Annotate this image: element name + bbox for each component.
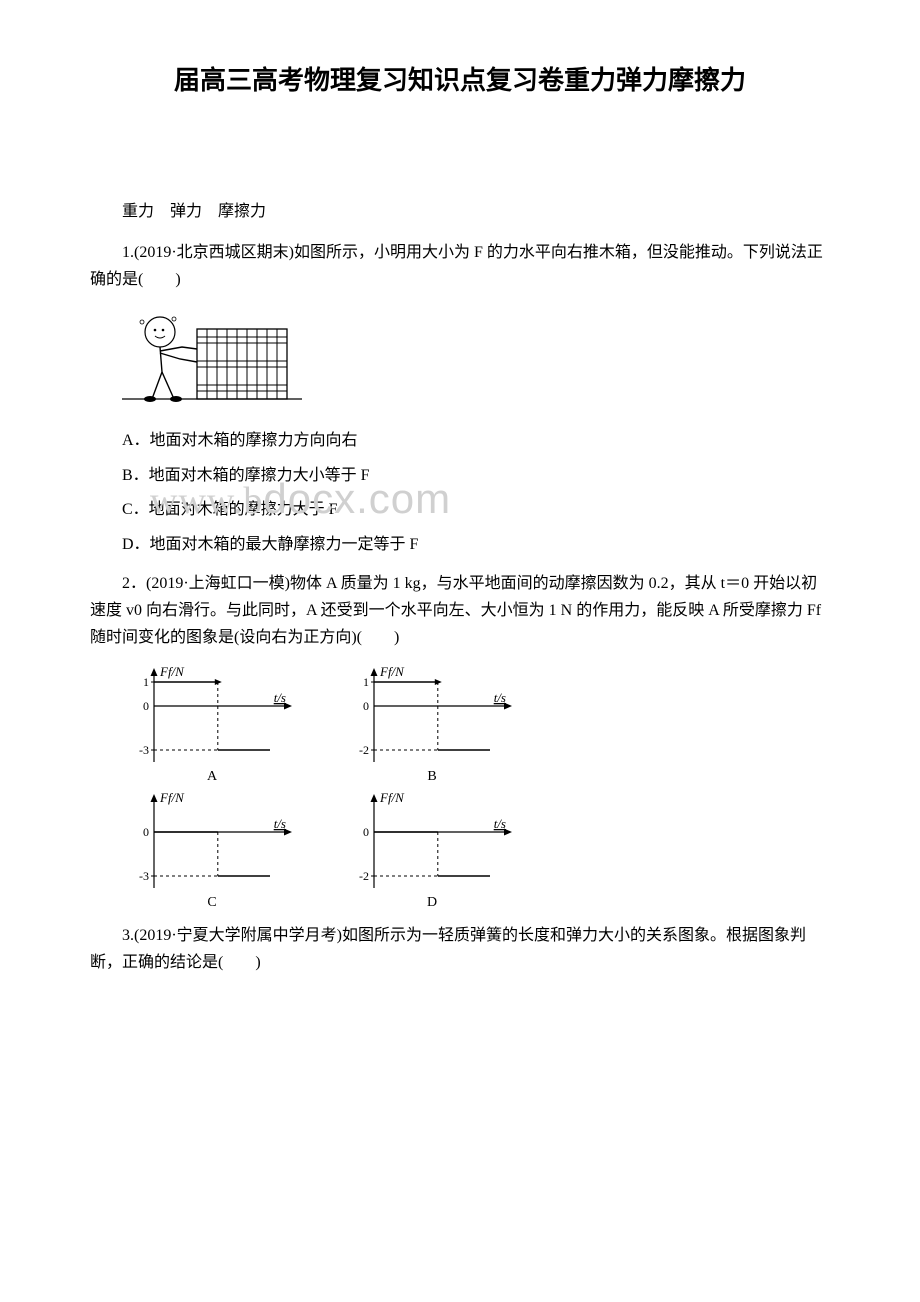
svg-text:0: 0 [363,699,369,713]
svg-text:0: 0 [143,699,149,713]
chart-b: Ff/N t/s 1 0 -2 B [342,664,522,784]
svg-text:C: C [207,895,216,910]
q2-charts: Ff/N t/s 1 0 -3 A Ff/N t/s 1 0 -2 B Ff/N t/s 0 -3 C Ff… [122,664,830,910]
watermark-suffix: docx.com [263,475,451,522]
svg-text:-3: -3 [139,743,149,757]
svg-text:Ff/N: Ff/N [159,790,185,805]
q2-stem: 2．(2019·上海虹口一模)物体 A 质量为 1 kg，与水平地面间的动摩擦因… [90,570,830,652]
svg-text:1: 1 [363,675,369,689]
svg-text:t/s: t/s [494,690,506,705]
section-header: 重力 弹力 摩擦力 [90,197,830,221]
q1-stem: 1.(2019·北京西城区期末)如图所示，小明用大小为 F 的力水平向右推木箱，… [90,239,830,293]
svg-text:Ff/N: Ff/N [379,664,405,679]
svg-text:Ff/N: Ff/N [379,790,405,805]
q1-option-d: D．地面对木箱的最大静摩擦力一定等于 F [90,530,830,560]
svg-text:t/s: t/s [274,690,286,705]
svg-text:t/s: t/s [274,816,286,831]
chart-d: Ff/N t/s 0 -2 D [342,790,522,910]
svg-text:B: B [427,769,436,784]
svg-text:-3: -3 [139,869,149,883]
svg-text:-2: -2 [359,743,369,757]
q3-stem: 3.(2019·宁夏大学附属中学月考)如图所示为一轻质弹簧的长度和弹力大小的关系… [90,922,830,976]
svg-text:-2: -2 [359,869,369,883]
chart-a: Ff/N t/s 1 0 -3 A [122,664,302,784]
svg-text:Ff/N: Ff/N [159,664,185,679]
chart-c: Ff/N t/s 0 -3 C [122,790,302,910]
svg-text:t/s: t/s [494,816,506,831]
svg-text:A: A [207,769,218,784]
q1-figure [122,307,830,412]
svg-text:0: 0 [143,825,149,839]
svg-text:0: 0 [363,825,369,839]
q1-option-a: A．地面对木箱的摩擦力方向向右 [90,426,830,456]
svg-text:1: 1 [143,675,149,689]
page-title: 届高三高考物理复习知识点复习卷重力弹力摩擦力 [90,60,830,97]
svg-text:D: D [427,895,437,910]
watermark-prefix: www.b [150,480,263,522]
